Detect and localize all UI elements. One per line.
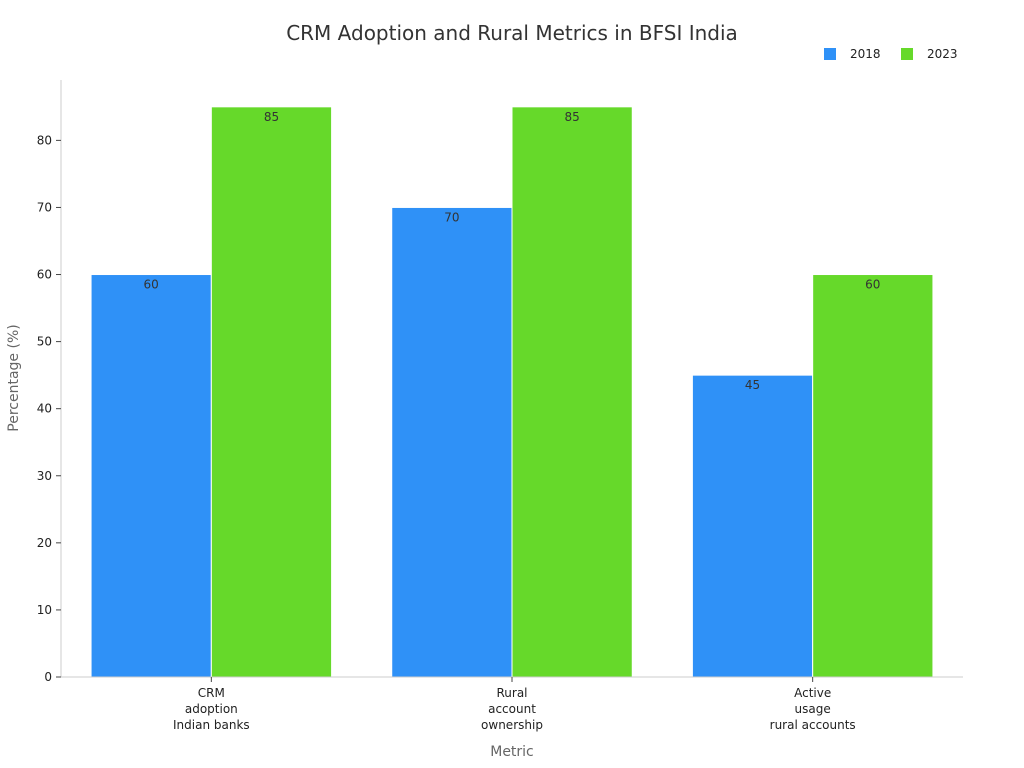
y-tick-label: 60 bbox=[37, 268, 52, 282]
bar-2018-2 bbox=[391, 206, 513, 678]
bar-value-label: 60 bbox=[865, 278, 880, 292]
bar-2023-3 bbox=[812, 274, 934, 678]
x-tick-label: CRM adoption Indian banks bbox=[173, 686, 250, 732]
x-axis: CRM adoption Indian banks Rural account owner… bbox=[61, 676, 963, 732]
y-tick-label: 70 bbox=[37, 200, 52, 214]
y-axis-title: Percentage (%) bbox=[6, 324, 22, 431]
bar-2018-3 bbox=[691, 374, 814, 678]
legend-label-2023: 2023 bbox=[927, 47, 958, 61]
x-tick-label: Active usage rural accounts bbox=[770, 686, 856, 732]
y-tick-label: 40 bbox=[37, 402, 52, 416]
bar-value-label: 70 bbox=[444, 210, 459, 224]
x-tick-label: Rural account ownership bbox=[481, 686, 543, 732]
bar-2023-2 bbox=[511, 106, 633, 678]
bars bbox=[90, 106, 934, 678]
bar-value-label: 45 bbox=[745, 378, 760, 392]
y-tick-label: 80 bbox=[37, 133, 52, 147]
bar-value-label: 60 bbox=[144, 278, 159, 292]
bar-value-label: 85 bbox=[264, 110, 279, 124]
y-tick-label: 10 bbox=[37, 603, 52, 617]
legend-swatch-2023 bbox=[901, 48, 913, 60]
y-tick-label: 0 bbox=[44, 670, 52, 684]
x-axis-title: Metric bbox=[490, 744, 534, 760]
legend-label-2018: 2018 bbox=[850, 47, 881, 61]
y-axis: 0 10 20 30 40 50 60 70 80 bbox=[37, 80, 62, 684]
bar-value-label: 85 bbox=[564, 110, 579, 124]
legend: 2018 2023 bbox=[824, 47, 958, 61]
y-tick-label: 50 bbox=[37, 335, 52, 349]
y-tick-label: 30 bbox=[37, 469, 52, 483]
legend-swatch-2018 bbox=[824, 48, 836, 60]
chart-title: CRM Adoption and Rural Metrics in BFSI I… bbox=[286, 21, 738, 45]
bar-data-labels: 60 85 70 85 45 60 bbox=[144, 110, 881, 392]
bar-2018-1 bbox=[90, 274, 212, 678]
bar-2023-1 bbox=[210, 106, 333, 678]
y-tick-label: 20 bbox=[37, 536, 52, 550]
